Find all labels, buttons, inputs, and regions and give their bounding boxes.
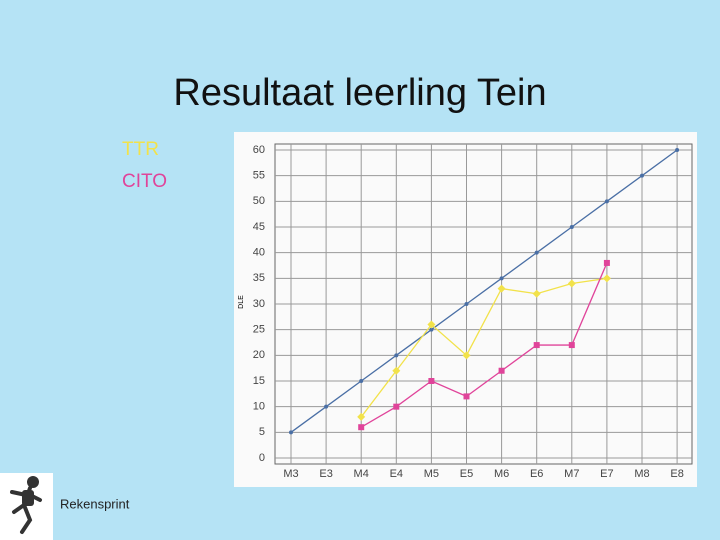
- y-tick-label: 25: [253, 324, 265, 336]
- point: [569, 225, 574, 229]
- x-tick-label: E8: [670, 468, 683, 480]
- y-tick-label: 20: [253, 349, 265, 361]
- point: [429, 327, 434, 332]
- footer-text: Rekensprint: [60, 496, 130, 511]
- point: [533, 342, 540, 349]
- point: [393, 403, 400, 410]
- point: [534, 250, 539, 255]
- slide-title: Resultaat leerling Tein: [173, 72, 546, 114]
- point: [392, 366, 401, 375]
- x-tick-label: E6: [530, 468, 543, 480]
- y-tick-label: 60: [253, 144, 265, 156]
- point: [602, 274, 611, 283]
- y-tick-label: 50: [253, 195, 265, 207]
- y-axis-label: DLE: [238, 295, 245, 309]
- point: [568, 342, 575, 349]
- point: [567, 279, 576, 288]
- x-tick-label: M6: [494, 468, 509, 480]
- y-tick-label: 35: [253, 272, 265, 284]
- x-tick-label: M7: [564, 468, 579, 480]
- y-tick-label: 40: [253, 247, 265, 259]
- point: [358, 424, 365, 431]
- point: [324, 404, 329, 409]
- point: [640, 173, 644, 178]
- series-line: [360, 262, 608, 428]
- series-line: [360, 277, 607, 418]
- point: [604, 199, 609, 204]
- point: [359, 379, 364, 383]
- point: [427, 320, 436, 329]
- point: [675, 148, 680, 152]
- point: [464, 302, 469, 306]
- point: [289, 430, 293, 435]
- footer-icon: [0, 473, 53, 540]
- point: [532, 289, 541, 298]
- x-tick-label: E4: [390, 468, 403, 480]
- x-tick-label: E7: [600, 468, 613, 480]
- legend-label: CITO: [122, 171, 167, 192]
- legend-label: TTR: [122, 139, 159, 160]
- point: [428, 378, 435, 384]
- point: [394, 353, 399, 358]
- point: [499, 276, 504, 281]
- y-tick-label: 30: [253, 298, 265, 310]
- y-tick-label: 15: [253, 375, 265, 387]
- y-tick-label: 10: [253, 401, 265, 413]
- series-line: [290, 149, 678, 433]
- point: [462, 351, 471, 360]
- x-tick-label: M4: [354, 468, 369, 480]
- chart-panel: [234, 132, 697, 487]
- x-tick-label: M5: [424, 468, 439, 480]
- y-tick-label: 5: [259, 426, 265, 438]
- point: [357, 412, 366, 421]
- point: [498, 367, 505, 374]
- point: [603, 259, 610, 266]
- y-tick-label: 45: [253, 221, 265, 233]
- point: [497, 284, 506, 293]
- point: [463, 393, 470, 400]
- y-tick-label: 0: [259, 452, 265, 464]
- x-tick-label: M3: [283, 468, 298, 480]
- y-tick-label: 55: [253, 170, 265, 182]
- x-tick-label: E5: [460, 468, 473, 480]
- x-tick-label: M8: [634, 468, 649, 480]
- x-tick-label: E3: [319, 468, 332, 480]
